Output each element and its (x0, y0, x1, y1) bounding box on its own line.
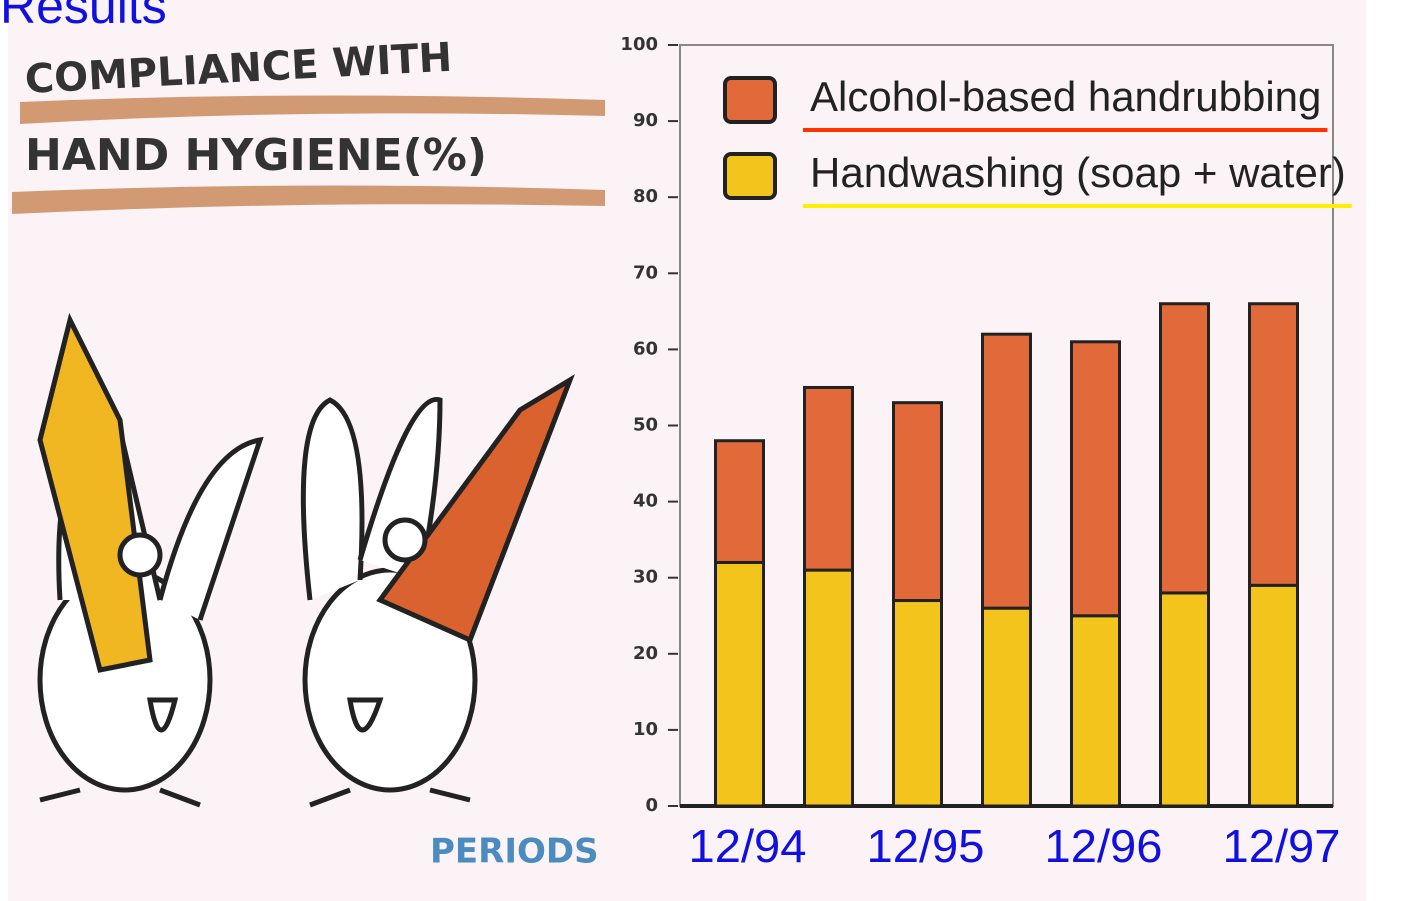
y-tick-label: 60 (633, 338, 658, 359)
bar-segment (894, 403, 942, 601)
bar-segment (983, 608, 1031, 806)
legend-swatch (725, 78, 775, 122)
slide-title: Results (0, 0, 167, 34)
legend-label: Alcohol-based handrubbing (810, 73, 1321, 120)
legend-swatch (725, 154, 775, 198)
y-tick-label: 40 (633, 491, 658, 512)
x-tick-label: 12/96 (1045, 820, 1163, 872)
y-tick-label: 90 (633, 110, 658, 131)
x-tick-label: 12/95 (867, 820, 985, 872)
y-tick-label: 10 (633, 719, 658, 740)
y-tick-label: 50 (633, 415, 658, 436)
x-axis-title: PERIODS (430, 832, 599, 872)
legend-label: Handwashing (soap + water) (810, 149, 1346, 196)
chart: Results COMPLIANCE WITH HAND HYGIENE(%) … (0, 0, 1421, 901)
y-tick-label: 0 (645, 795, 658, 816)
bar-segment (894, 601, 942, 806)
bar-segment (1072, 342, 1120, 616)
y-axis-title: HAND HYGIENE(%) (25, 130, 487, 181)
y-tick-label: 100 (620, 34, 658, 55)
bar-segment (1250, 304, 1298, 586)
bar-segment (1250, 585, 1298, 806)
y-tick-label: 20 (633, 643, 658, 664)
bar-segment (716, 562, 764, 806)
bar-segment (1161, 593, 1209, 806)
y-tick-label: 70 (633, 262, 658, 283)
bar-segment (716, 441, 764, 563)
bar-segment (1161, 304, 1209, 593)
bar-segment (805, 570, 853, 806)
x-tick-label: 12/97 (1223, 820, 1341, 872)
page: Results COMPLIANCE WITH HAND HYGIENE(%) … (0, 0, 1421, 901)
bar-segment (983, 334, 1031, 608)
y-tick-label: 80 (633, 186, 658, 207)
y-tick-label: 30 (633, 567, 658, 588)
bar-segment (805, 387, 853, 570)
x-tick-label: 12/94 (689, 820, 807, 872)
bar-segment (1072, 616, 1120, 806)
